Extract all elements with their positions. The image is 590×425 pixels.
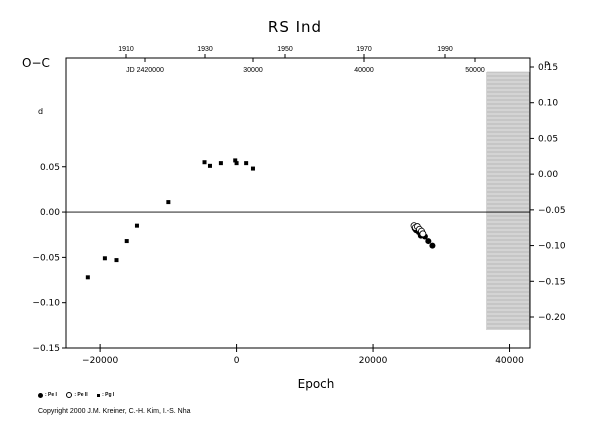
legend-item-pe2: : Pe II [66, 392, 88, 399]
y-tick-label-left: 0.00 [40, 208, 60, 218]
x-tick-label: 20000 [359, 356, 388, 366]
plot-frame [65, 57, 531, 349]
point-pe1 [429, 242, 436, 249]
legend-label-pg1: : Pg I [102, 392, 115, 399]
y-tick-label-right: −0.10 [538, 242, 566, 252]
y-axis-right-ticks: 0.15 0.10 0.05 0.00 −0.05 −0.10 −0.15 −0.20 [530, 63, 566, 323]
top-year-label: 1950 [277, 46, 293, 53]
legend: : Pe I : Pe II : Pg I [38, 392, 122, 398]
y-tick-label-left: −0.10 [32, 299, 60, 309]
point-pg1 [134, 223, 139, 228]
point-pg1 [207, 163, 212, 168]
y-axis-left-ticks: −0.15 −0.10 −0.05 0.00 0.05 [32, 163, 66, 354]
legend-item-pe1: : Pe I [38, 392, 57, 398]
y-tick-label-right: −0.15 [538, 277, 566, 287]
top-year-label: 1990 [437, 46, 453, 53]
data-points [85, 158, 436, 280]
top-axis-ticks: 1910 1930 1950 1970 1990 JD 2420000 30000 40000… [118, 46, 485, 74]
point-pe1 [425, 238, 432, 245]
y-tick-label-right: −0.05 [538, 206, 566, 216]
right-unit-superscript: P [544, 61, 550, 71]
filled-square-icon [97, 393, 101, 397]
point-pg1 [102, 256, 107, 261]
y-tick-label-left: −0.15 [32, 344, 60, 354]
ephemeris-grid-region [486, 71, 530, 330]
left-unit-superscript: d [38, 107, 43, 116]
point-pg1 [233, 158, 238, 163]
point-pg1 [166, 200, 171, 205]
point-pg1 [202, 160, 207, 165]
x-axis-label: Epoch [298, 377, 335, 391]
legend-label-pe2: : Pe II [74, 392, 88, 399]
point-pg1 [218, 161, 223, 166]
filled-circle-icon [38, 392, 43, 398]
y-tick-label-left: −0.05 [32, 253, 60, 263]
y-tick-label-right: −0.20 [538, 313, 566, 323]
top-jd-label: 50000 [465, 67, 485, 74]
point-pg1 [250, 166, 255, 171]
x-tick-label: 0 [234, 356, 240, 366]
y-tick-label-right: 0.10 [538, 99, 558, 109]
legend-item-pg1: : Pg I [97, 392, 114, 398]
x-axis-ticks: −20000 0 20000 40000 [82, 344, 524, 366]
open-circle-icon [66, 392, 73, 398]
point-pg1 [234, 161, 239, 166]
point-pg1 [244, 161, 249, 166]
x-tick-label: 40000 [495, 356, 524, 366]
top-year-label: 1910 [118, 46, 134, 53]
point-pg1 [85, 275, 90, 280]
x-tick-label: −20000 [82, 356, 118, 366]
y-axis-label: O−C [22, 56, 50, 70]
point-pg1 [114, 258, 119, 263]
y-tick-label-left: 0.05 [40, 163, 60, 173]
y-tick-label-right: 0.05 [538, 134, 558, 144]
top-year-label: 1930 [197, 46, 213, 53]
y-tick-label-right: 0.15 [538, 63, 558, 73]
top-jd-label: 40000 [354, 67, 374, 74]
point-pe2 [419, 230, 427, 238]
chart-title: RS Ind [268, 18, 322, 36]
top-year-label: 1970 [356, 46, 372, 53]
top-jd-label: 30000 [243, 67, 263, 74]
legend-label-pe1: : Pe I [45, 392, 57, 399]
copyright-text: Copyright 2000 J.M. Kreiner, C.-H. Kim, … [38, 408, 191, 415]
y-tick-label-right: 0.00 [538, 170, 558, 180]
point-pg1 [124, 239, 129, 244]
top-jd-label: JD 2420000 [126, 67, 164, 74]
